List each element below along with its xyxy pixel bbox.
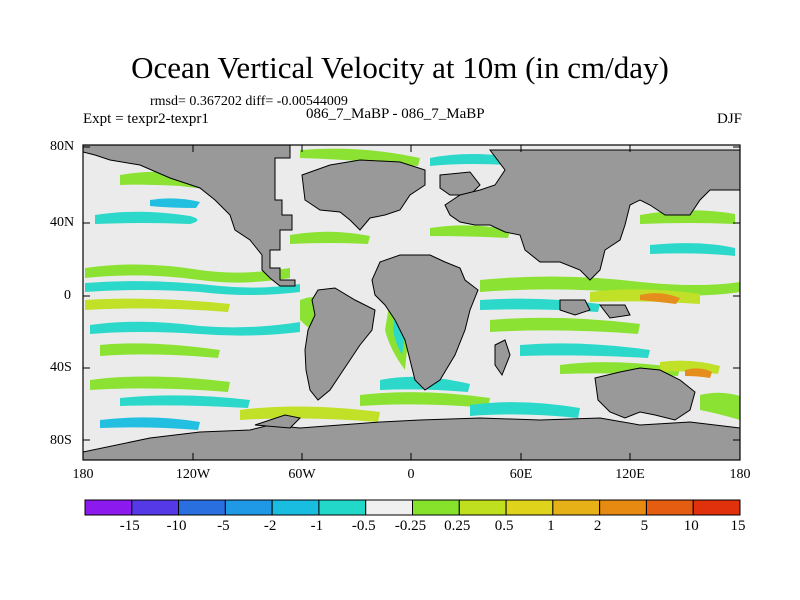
maritime-continent-2 <box>598 304 631 319</box>
lon-tick-label: 0 <box>407 467 415 482</box>
colorbar-label: -0.5 <box>351 518 376 534</box>
colorbar-label: -1 <box>310 518 324 534</box>
south-america <box>304 287 376 401</box>
colorbar <box>84 499 741 516</box>
colorbar-label: -0.25 <box>394 518 427 534</box>
axis-ticks <box>82 145 741 460</box>
lat-tick-label: 40S <box>50 360 72 375</box>
colorbar-swatch <box>178 499 226 516</box>
lat-tick-label: 40N <box>50 215 75 230</box>
lon-tick-label: 60W <box>288 467 316 482</box>
colorbar-label: 1 <box>547 518 555 534</box>
north-america <box>83 145 296 287</box>
colorbar-swatch <box>412 499 460 516</box>
colorbar-label: 15 <box>730 518 746 534</box>
colorbar-label: 0.5 <box>494 518 514 534</box>
colorbar-label: 0.25 <box>444 518 471 534</box>
colorbar-label: 2 <box>593 518 602 534</box>
colorbar-label: -15 <box>119 518 140 534</box>
colorbar-swatch <box>458 499 507 516</box>
maritime-continent <box>559 299 591 316</box>
lon-tick-label: 180 <box>729 467 751 482</box>
plot-title: Ocean Vertical Velocity at 10m (in cm/da… <box>131 50 669 85</box>
lon-tick-label: 120E <box>615 467 645 482</box>
lon-tick-label: 60E <box>509 467 533 482</box>
antarctic-peninsula <box>254 414 302 429</box>
colorbar-swatch <box>552 499 601 516</box>
season-label: DJF <box>716 111 742 127</box>
eurasia <box>444 149 740 281</box>
colorbar-swatch <box>271 499 320 516</box>
colorbar-label: 10 <box>683 518 699 534</box>
colorbar-swatch <box>692 499 741 516</box>
colorbar-swatch <box>131 499 180 516</box>
colorbar-label: -2 <box>263 518 277 534</box>
colorbar-label: 5 <box>640 518 649 534</box>
colorbar-label: -5 <box>217 518 230 534</box>
lat-tick-label: 80N <box>50 139 75 154</box>
lat-tick-label: 0 <box>64 288 71 303</box>
colorbar-label: -10 <box>166 518 187 534</box>
map-area <box>83 145 740 460</box>
antarctica <box>83 417 740 460</box>
colorbar-swatch <box>84 499 133 516</box>
colorbar-swatch <box>645 499 694 516</box>
lon-tick-label: 180 <box>72 467 94 482</box>
colorbar-swatch <box>505 499 554 516</box>
lat-tick-label: 80S <box>50 433 72 448</box>
colorbar-swatch <box>365 499 414 516</box>
lon-tick-label: 120W <box>175 467 211 482</box>
land-masses <box>83 145 740 460</box>
colorbar-swatch <box>224 499 273 516</box>
colorbar-swatch <box>599 499 647 516</box>
australia <box>594 367 696 421</box>
madagascar <box>494 339 511 377</box>
stats-label: rmsd= 0.367202 diff= -0.00544009 <box>150 94 348 109</box>
experiment-label: Expt = texpr2-texpr1 <box>83 111 209 127</box>
africa <box>371 254 479 391</box>
colorbar-swatch <box>318 499 367 516</box>
greenland <box>301 159 426 231</box>
case-label: 086_7_MaBP - 086_7_MaBP <box>306 106 485 122</box>
